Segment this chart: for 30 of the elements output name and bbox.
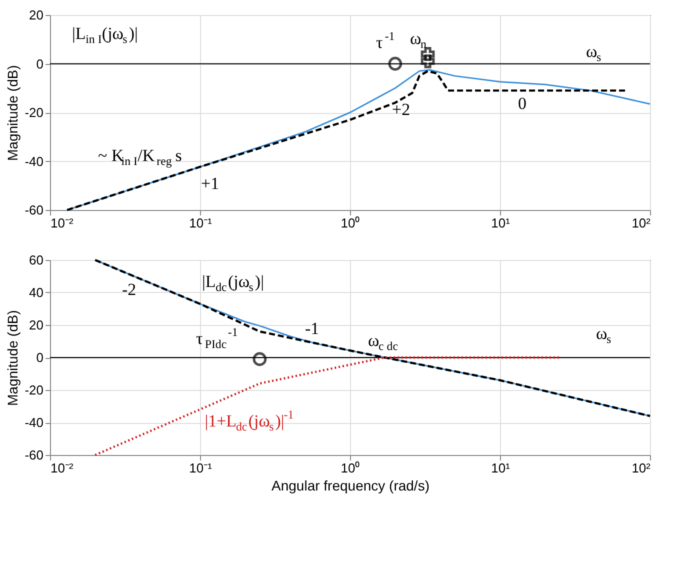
annotation: 0 [518, 94, 526, 113]
y-axis-title: Magnitude (dB) [4, 65, 21, 161]
y-tick-label: 40 [29, 285, 44, 300]
x-tick-label: 10⁻² [50, 460, 74, 476]
x-tick-label: 10⁻¹ [189, 460, 213, 476]
x-tick-label: 10² [632, 216, 652, 230]
y-tick-label: -40 [24, 154, 44, 169]
y-tick-label: -40 [24, 415, 44, 430]
x-tick-label: 10⁻¹ [189, 216, 213, 230]
y-tick-label: -20 [24, 105, 44, 120]
x-tick-label: 10¹ [491, 216, 511, 230]
annotation: -2 [122, 280, 136, 299]
x-tick-label: 10¹ [491, 460, 511, 476]
annotation: +1 [201, 174, 220, 193]
y-tick-label: 60 [29, 252, 44, 268]
y-tick-label: 0 [36, 56, 44, 72]
y-tick-label: 20 [29, 318, 44, 332]
x-tick-label: 10⁰ [340, 216, 360, 230]
annotation: -1 [305, 319, 320, 338]
y-tick-label: 0 [36, 350, 44, 365]
x-tick-label: 10⁰ [340, 460, 360, 476]
y-axis-title: Magnitude (dB) [4, 310, 21, 406]
x-axis-title: Angular frequency (rad/s) [272, 478, 430, 494]
y-tick-label: -60 [24, 202, 44, 218]
y-tick-label: -20 [24, 382, 44, 398]
y-tick-label: -60 [24, 448, 44, 462]
annotation: +2 [392, 100, 410, 119]
x-tick-label: 10⁻² [50, 216, 74, 230]
y-tick-label: 20 [29, 8, 44, 22]
x-tick-label: 10² [632, 460, 652, 476]
